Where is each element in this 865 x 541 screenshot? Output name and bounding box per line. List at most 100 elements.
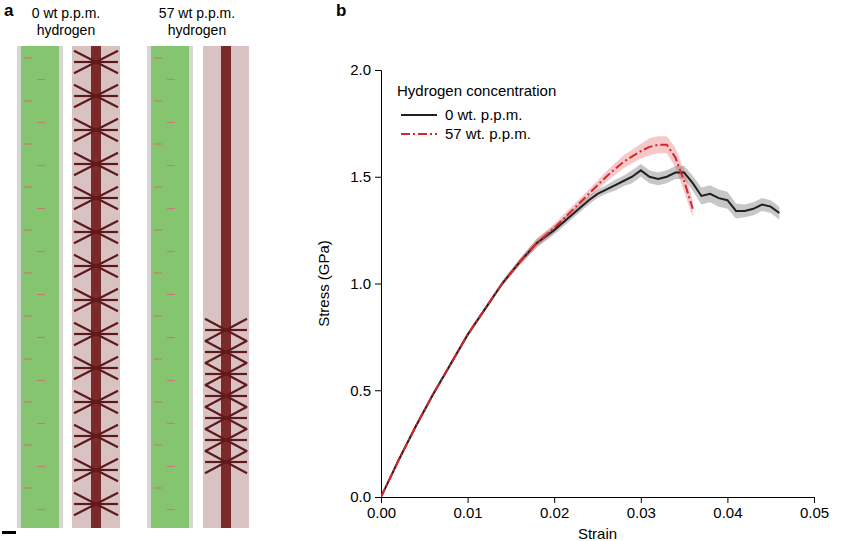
defect	[24, 229, 32, 230]
dislocation	[74, 334, 96, 345]
legend-swatch	[401, 133, 437, 135]
figure: a0 wt p.p.m.hydrogen57 wt p.p.m.hydrogen…	[0, 0, 865, 541]
dislocation	[74, 187, 96, 198]
defect	[24, 57, 32, 58]
scale-bar	[2, 531, 16, 534]
defect	[154, 358, 162, 359]
dislocation	[74, 265, 96, 267]
y-tick: 0.0	[350, 488, 381, 505]
dislocation	[205, 351, 226, 353]
x-tick: 0.03	[627, 497, 656, 521]
y-tick-label: 0.0	[350, 488, 371, 505]
dislocation	[226, 461, 247, 463]
dislocation-strip	[72, 46, 120, 528]
dislocation	[74, 198, 96, 209]
dislocation	[96, 368, 118, 379]
defect	[37, 79, 45, 80]
dislocation	[226, 462, 247, 473]
dislocation	[96, 231, 118, 233]
dislocation	[96, 153, 118, 164]
y-axis: 0.00.51.01.52.0	[350, 61, 381, 505]
dislocation	[96, 436, 118, 447]
dislocation	[74, 153, 96, 164]
legend-entry: 0 wt. p.p.m.	[445, 106, 523, 123]
dislocation	[226, 373, 247, 375]
core	[221, 46, 231, 528]
x-tick-label: 0.01	[453, 504, 482, 521]
dislocation	[74, 459, 96, 470]
dislocation	[226, 418, 247, 429]
dislocation	[96, 265, 118, 267]
dislocation	[74, 289, 96, 300]
dislocation	[226, 417, 247, 419]
dislocation	[96, 289, 118, 300]
dislocation	[96, 299, 118, 301]
x-axis: 0.000.010.020.030.040.05	[367, 497, 829, 521]
defect	[24, 186, 32, 187]
dislocation	[74, 51, 96, 62]
y-tick-mark	[375, 177, 381, 178]
dislocation	[74, 469, 96, 471]
dislocation	[205, 396, 226, 407]
surface	[59, 46, 63, 528]
dislocation	[226, 407, 247, 418]
dislocation	[226, 385, 247, 396]
error-band	[381, 164, 779, 497]
y-tick: 1.0	[350, 275, 381, 292]
x-tick-label: 0.00	[367, 504, 396, 521]
dislocation	[205, 451, 226, 462]
dislocation	[74, 391, 96, 402]
defect	[154, 272, 162, 273]
dislocation	[74, 62, 96, 73]
dislocation	[205, 363, 226, 374]
legend-title: Hydrogen concentration	[397, 82, 556, 99]
dislocation	[74, 435, 96, 437]
defect	[37, 337, 45, 338]
dislocation	[74, 504, 96, 515]
defect	[167, 337, 175, 338]
dislocation	[226, 429, 247, 440]
dislocation	[226, 374, 247, 385]
y-tick-label: 1.0	[350, 275, 371, 292]
x-tick-mark	[554, 497, 555, 503]
dislocation	[96, 391, 118, 402]
dislocation	[96, 221, 118, 232]
defect	[37, 251, 45, 252]
defect	[167, 251, 175, 252]
x-tick-mark	[814, 497, 815, 503]
dislocation	[96, 163, 118, 165]
dislocation	[226, 341, 247, 352]
dislocation	[74, 95, 96, 97]
dislocation	[96, 198, 118, 209]
legend-swatch	[401, 114, 437, 116]
x-tick-mark	[641, 497, 642, 503]
dislocation	[96, 96, 118, 107]
x-tick-label: 0.02	[540, 504, 569, 521]
dislocation	[205, 374, 226, 385]
defect	[154, 57, 162, 58]
dislocation	[96, 503, 118, 505]
dislocation	[74, 470, 96, 481]
dislocation	[74, 197, 96, 199]
dislocation	[96, 187, 118, 198]
defect	[154, 401, 162, 402]
dislocation	[96, 130, 118, 141]
atom-strip	[20, 46, 60, 528]
dislocation	[74, 300, 96, 311]
dislocation	[74, 299, 96, 301]
defect	[37, 122, 45, 123]
y-tick-mark	[375, 70, 381, 71]
dislocation	[96, 469, 118, 471]
dislocation	[96, 197, 118, 199]
dislocation	[96, 493, 118, 504]
dislocation	[96, 129, 118, 131]
x-tick: 0.02	[540, 497, 569, 521]
dislocation	[96, 470, 118, 481]
defect	[154, 143, 162, 144]
defect	[154, 229, 162, 230]
panel-label: a	[4, 1, 14, 20]
dislocation	[205, 461, 226, 463]
dislocation	[96, 255, 118, 266]
dislocation	[74, 436, 96, 447]
defect	[167, 509, 175, 510]
